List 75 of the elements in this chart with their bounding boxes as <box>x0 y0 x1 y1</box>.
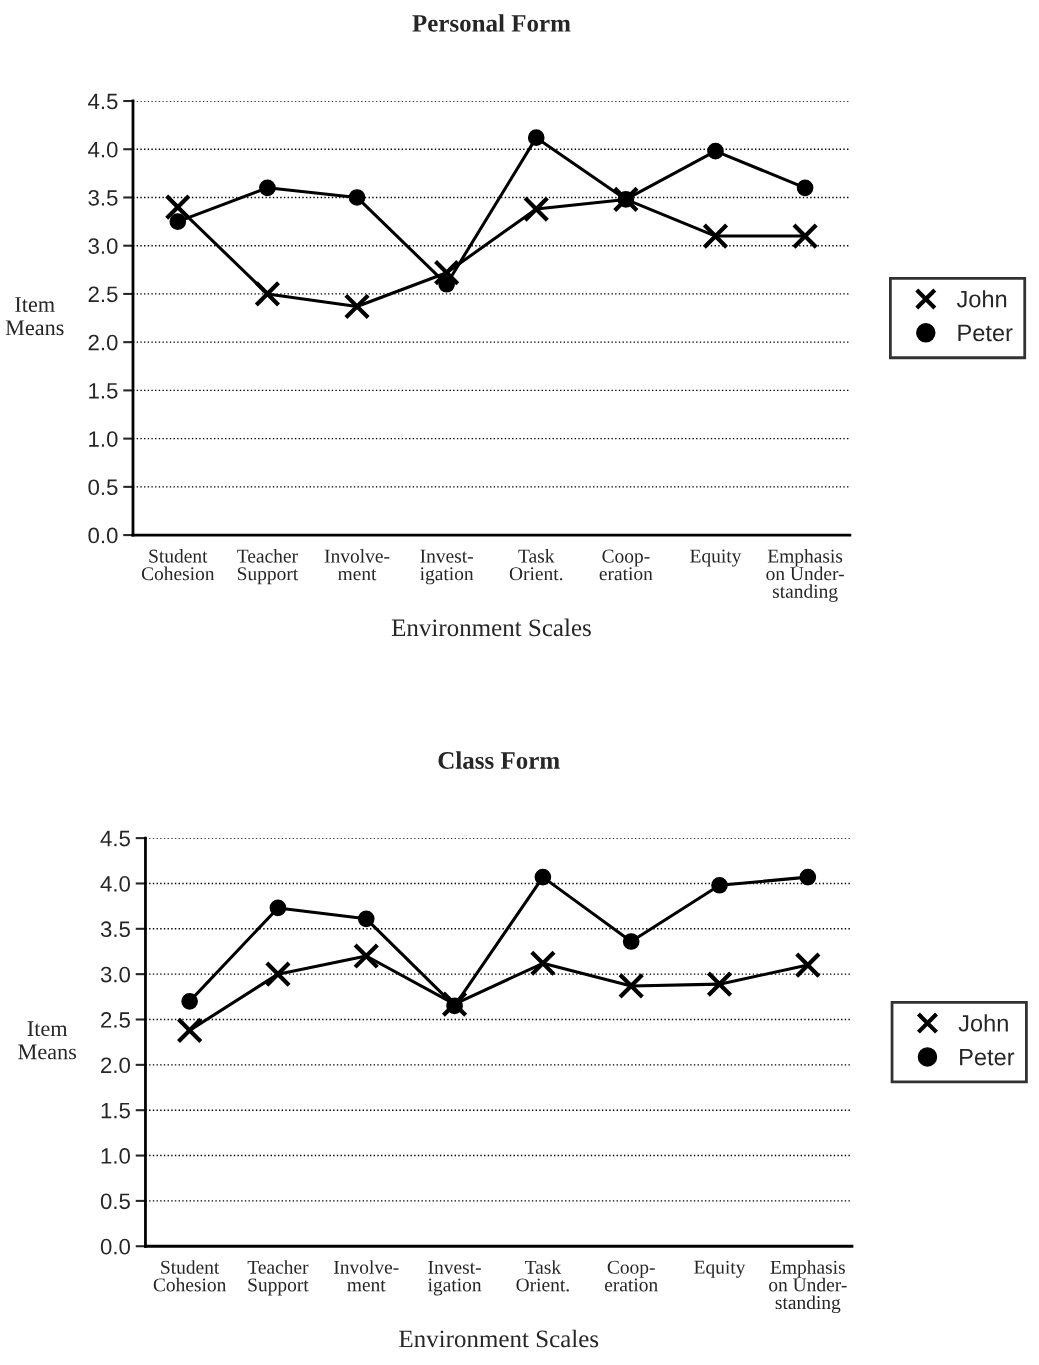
y-tick-label: 1.0 <box>89 431 118 447</box>
y-axis-title: Item Means <box>5 297 64 336</box>
y-tick-label: 0.0 <box>100 1238 131 1255</box>
point <box>791 222 819 250</box>
point <box>348 189 366 206</box>
point <box>534 868 552 886</box>
chart-title: Class Form <box>438 751 560 769</box>
y-tick-label: 0.0 <box>88 527 118 544</box>
point <box>707 142 724 160</box>
point <box>529 950 557 977</box>
x-tick-label: Involve- ment <box>324 548 390 581</box>
point <box>254 280 281 308</box>
y-tick-label: 4.0 <box>100 875 131 892</box>
point <box>169 213 187 230</box>
point <box>527 129 545 146</box>
y-tick-label: 2.0 <box>88 334 118 351</box>
y-tick-label: 4.5 <box>100 830 130 847</box>
chart-title: Personal Form <box>412 14 571 32</box>
y-tick-label: 2.5 <box>88 286 118 303</box>
point <box>343 293 371 320</box>
legend-label: Peter <box>960 1048 1015 1066</box>
x-tick-label: Task Orient. <box>516 1260 569 1292</box>
point <box>433 259 460 286</box>
point <box>702 222 729 250</box>
x-tick-label: Equity <box>694 1260 746 1278</box>
point <box>264 960 292 988</box>
point <box>523 195 550 223</box>
x-tick-label: Teacher Support <box>247 1260 309 1296</box>
point <box>164 193 191 221</box>
point <box>353 942 380 970</box>
point <box>794 951 822 979</box>
x-axis-title: Environment Scales <box>399 1329 599 1348</box>
y-tick-label: 4.5 <box>88 93 118 110</box>
point <box>181 993 198 1010</box>
x-tick-label: Involve- ment <box>334 1260 399 1292</box>
y-tick-label: 4.0 <box>88 141 118 158</box>
point <box>617 972 645 1000</box>
legend-label: Peter <box>958 324 1013 342</box>
y-tick-label: 3.5 <box>100 921 130 938</box>
x-tick-label: Emphasis on Under- standing <box>766 548 844 602</box>
y-tick-label: 3.0 <box>100 966 131 983</box>
point <box>799 868 817 886</box>
y-tick-label: 1.5 <box>101 1102 130 1119</box>
legend-label: John <box>958 1014 1008 1032</box>
x-tick-label: Teacher Support <box>237 548 299 585</box>
y-tick-label: 2.0 <box>101 1057 131 1074</box>
x-tick-label: Equity <box>690 549 742 567</box>
point <box>259 179 276 197</box>
y-tick-label: 2.5 <box>101 1012 130 1028</box>
point <box>796 179 814 197</box>
y-tick-label: 3.0 <box>88 238 118 254</box>
point <box>438 275 455 293</box>
point <box>622 933 640 950</box>
x-axis-title: Environment Scales <box>391 618 591 637</box>
point <box>357 910 375 928</box>
x-tick-label: Task Orient. <box>509 548 563 581</box>
x-tick-label: Emphasis on Under- standing <box>769 1260 847 1314</box>
y-tick-label: 3.5 <box>88 190 118 206</box>
y-axis-title: Item Means <box>18 1021 77 1060</box>
x-tick-label: Coop- eration <box>599 549 653 581</box>
point <box>176 1017 203 1044</box>
y-tick-label: 1.5 <box>89 383 118 399</box>
x-tick-label: Student Cohesion <box>153 1260 227 1292</box>
y-tick-label: 1.0 <box>101 1148 131 1164</box>
y-tick-label: 0.5 <box>100 1193 130 1210</box>
y-tick-label: 0.5 <box>88 479 118 496</box>
point <box>706 970 733 998</box>
x-tick-label: Invest- igation <box>420 549 474 585</box>
x-tick-label: Invest- igation <box>427 1260 482 1296</box>
point <box>446 997 463 1015</box>
x-tick-label: Coop- eration <box>604 1260 658 1292</box>
legend-label: John <box>956 290 1007 308</box>
point <box>269 899 287 917</box>
x-tick-label: Student Cohesion <box>141 548 215 581</box>
point <box>711 876 728 894</box>
